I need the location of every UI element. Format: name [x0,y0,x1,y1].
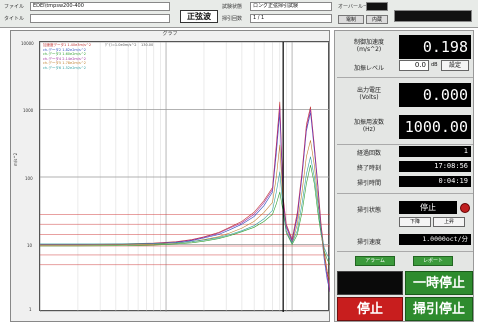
sweep-time-value: 0:04:19 [399,176,471,187]
end-time-value: 17:08:56 [399,161,471,172]
ctrl-accel-label-line1: 制御加速度 [353,39,384,46]
y-tick-1000: 1000 [23,108,34,113]
elapsed-count-value: 1 [399,146,471,157]
sweep-count-label: 掃引回数 [222,16,243,22]
ctrl-accel-label-line2: (m/s^2) [356,46,382,53]
legend-entry: 加速度データ1 1.40e3m/s^2 [43,43,92,47]
accel-level-unit: dB [431,62,438,68]
set-button[interactable]: 設定 [441,60,469,71]
legend-cursor: 130.00 [141,43,154,47]
btn-control-mode[interactable]: 電制 [338,15,364,24]
graph-panel: グラフ m/s^2 10000 1000 100 10 1 加速度データ1 1.… [10,30,331,322]
series-line [40,140,331,280]
title-label: タイトル [4,16,25,22]
ctrl-accel-value: 0.198 [399,35,471,59]
divider [337,144,473,145]
accel-level-label: 加振レベル [353,65,384,72]
legend-ref: ｸﾞﾗﾌ=1.0e0m/s^2 [105,43,137,47]
header-bar: ファイル EDEI\tmpsw200-400 タイトル 正弦波 試験状態 ロング… [0,0,478,28]
freq-label-line2: (Hz) [362,126,376,133]
sweep-rate-value: 1.0000oct/分 [399,234,471,245]
plot-area[interactable] [39,41,331,313]
y-tick-1: 1 [29,307,32,312]
sweep-time-label: 掃引時間 [356,180,381,187]
status-display [394,10,472,22]
pause-button[interactable]: 一時停止 [405,271,473,295]
y-tick-10: 10 [27,243,33,248]
report-button[interactable]: レポート [413,256,453,266]
sweep-up-button[interactable]: 上昇 [433,217,465,227]
ctrl-accel-label: 制御加速度 (m/s^2) [339,37,399,53]
freq-label-line1: 加振用波数 [353,119,384,126]
freq-value: 1000.00 [399,115,471,139]
legend-entry: ch-データ4 2.14e2m/s^2 [43,56,86,61]
legend: 加速度データ1 1.40e3m/s^2 ch-データ2 1.82e2m/s^2 ch… [43,43,161,70]
divider [337,77,473,78]
file-path-field[interactable]: EDEI\tmpsw200-400 [30,2,170,11]
y-tick-10000: 10000 [21,41,34,46]
over-loop-label: オーバーループ [338,4,373,10]
sweep-state-label: 掃引状態 [356,207,381,214]
y-axis-unit: m/s^2 [13,152,18,166]
accel-level-input[interactable]: 0.0 [399,60,429,71]
series-line [40,156,331,260]
elapsed-count-label: 経過回数 [356,150,381,157]
out-volt-label: 出力電圧 (Volts) [339,85,399,101]
legend-entry: ch-データ5 1.78e2m/s^2 [43,61,86,66]
run-indicator-blank [337,271,403,295]
title-field[interactable] [30,14,170,23]
out-volt-value: 0.000 [399,83,471,107]
stop-button[interactable]: 停止 [337,297,403,321]
out-volt-label-line1: 出力電圧 [356,87,381,94]
series-line [40,106,331,292]
series-line [40,165,331,265]
freq-label: 加振用波数 (Hz) [339,117,399,133]
legend-entry: ch-データ2 1.82e2m/s^2 [43,47,86,52]
response-chart [39,41,331,313]
btn-internal[interactable]: 内蔵 [366,15,388,24]
sweep-down-button[interactable]: 下降 [399,217,431,227]
end-time-label: 終了時刻 [356,165,381,172]
divider [337,193,473,194]
control-panel: 制御加速度 (m/s^2) 0.198 加振レベル 0.0 dB 設定 出力電圧… [334,30,474,322]
legend-entry: ch-データ6 1.52e2m/s^2 [43,65,86,70]
sweep-stop-button[interactable]: 掃引停止 [405,297,473,321]
sweep-count-field: 1 / 1 [250,14,332,23]
test-status-field: ロング正弦掃引試験 [250,2,332,11]
alarm-button[interactable]: アラーム [355,256,395,266]
out-volt-label-line2: (Volts) [359,94,379,101]
sweep-rate-label: 掃引速度 [356,239,381,246]
mode-indicator: 正弦波 [180,10,218,23]
test-status-label: 試験状態 [222,4,243,10]
file-label: ファイル [4,4,25,10]
stop-indicator-icon [460,203,470,213]
sweep-state-value: 停止 [399,201,457,214]
divider [337,251,473,252]
series-line [40,101,331,292]
legend-entry: ch-データ3 1.60e2m/s^2 [43,52,86,57]
over-loop-field [366,2,388,11]
y-tick-100: 100 [25,176,33,181]
graph-title: グラフ [162,31,178,37]
